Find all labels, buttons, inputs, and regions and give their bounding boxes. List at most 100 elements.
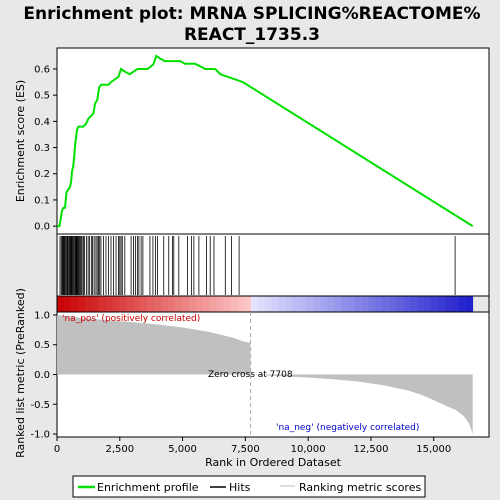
rank-bar-segment xyxy=(140,296,148,312)
rank-bar-segment xyxy=(202,296,210,312)
es-y-tick-label: 0.5 xyxy=(34,91,50,102)
rank-bar-segment xyxy=(84,296,93,312)
x-tick-label: 12,500 xyxy=(353,444,388,455)
metric-y-tick-label: 0.5 xyxy=(34,340,50,351)
metric-y-tick-label: 1.0 xyxy=(34,310,50,321)
rank-bar-segment xyxy=(375,296,384,312)
rank-bar-segment xyxy=(320,296,328,312)
rank-bar-segment xyxy=(147,296,155,312)
rank-bar-segment xyxy=(451,296,460,312)
rank-bar-segment xyxy=(396,296,404,312)
es-y-tick-label: 0.4 xyxy=(34,117,50,128)
rank-bar-segment xyxy=(382,296,390,312)
rank-bar-segment xyxy=(188,296,196,312)
rank-bar-segment xyxy=(174,296,183,312)
rank-bar-segment xyxy=(77,296,86,312)
rank-bar-segment xyxy=(223,296,231,312)
rank-bar-segment xyxy=(465,296,474,312)
metric-y-axis: 1.0 0.5 0.0 -0.5 -1.0 xyxy=(30,310,57,441)
rank-bar-segment xyxy=(91,296,99,312)
rank-bar-segment xyxy=(237,296,245,312)
es-y-axis: 0.0 0.1 0.2 0.3 0.4 0.5 0.6 xyxy=(34,64,57,233)
rank-bar-segment xyxy=(403,296,411,312)
negative-correlation-label: 'na_neg' (negatively correlated) xyxy=(276,423,419,433)
rank-bar-segment xyxy=(271,296,280,312)
es-panel xyxy=(56,47,490,235)
es-y-tick-label: 0.6 xyxy=(34,64,50,75)
rank-bar-segment xyxy=(244,296,252,312)
x-tick-label: 2,500 xyxy=(105,444,134,455)
legend-enrichment-label: Enrichment profile xyxy=(97,481,199,494)
hit-markers xyxy=(59,236,456,295)
rank-bar-segment xyxy=(292,296,300,312)
rank-bar-segment xyxy=(417,296,425,312)
rank-bar-segment xyxy=(347,296,356,312)
chart-title-line-2: REACT_1735.3 xyxy=(184,25,320,45)
es-y-tick-label: 0.2 xyxy=(34,169,50,180)
rank-bar-segment xyxy=(341,296,349,312)
rank-bar-segment xyxy=(126,296,134,312)
rank-bar-segment xyxy=(327,296,335,312)
hits-panel xyxy=(56,233,490,297)
rank-bar-segment xyxy=(57,296,65,312)
rank-bar-segment xyxy=(112,296,120,312)
metric-y-tick-label: -1.0 xyxy=(30,430,50,441)
rank-bar-segment xyxy=(160,296,169,312)
rank-bar-segment xyxy=(389,296,397,312)
rank-bar-segment xyxy=(431,296,439,312)
rank-bar-segment xyxy=(257,296,266,312)
x-tick-label: 7,500 xyxy=(231,444,260,455)
legend-hits-label: Hits xyxy=(229,481,251,494)
es-y-tick-label: 0.1 xyxy=(34,195,50,206)
rank-bar-segment xyxy=(458,296,467,312)
x-axis-label: Rank in Ordered Dataset xyxy=(205,456,342,469)
rank-bar-segment xyxy=(354,296,363,312)
rank-bar-segment xyxy=(216,296,224,312)
enrichment-profile-line xyxy=(57,54,474,228)
metric-y-tick-label: -0.5 xyxy=(30,400,50,411)
rank-bar-segment xyxy=(444,296,453,312)
rank-color-bar xyxy=(57,296,474,312)
x-tick-label: 0 xyxy=(54,444,60,455)
rank-bar-segment xyxy=(181,296,190,312)
es-y-axis-label: Enrichment score (ES) xyxy=(14,80,27,202)
rank-bar-segment xyxy=(313,296,321,312)
rank-bar-segment xyxy=(105,296,113,312)
x-tick-label: 15,000 xyxy=(416,444,451,455)
rank-bar-segment xyxy=(250,296,259,312)
rank-bar-segment xyxy=(334,296,342,312)
rank-bar-segment xyxy=(285,296,293,312)
rank-bar-segment xyxy=(299,296,307,312)
metric-y-axis-label: Ranked list metric (PreRanked) xyxy=(14,288,27,458)
legend-box xyxy=(72,475,426,498)
rank-bar-segment xyxy=(424,296,432,312)
ranking-metric-area xyxy=(57,315,473,434)
rank-bar-segment xyxy=(264,296,273,312)
rank-bar-segment xyxy=(410,296,418,312)
rank-bar-segment xyxy=(278,296,287,312)
rank-bar-segment xyxy=(63,296,72,312)
positive-correlation-label: 'na_pos' (positively correlated) xyxy=(62,314,200,324)
rank-bar-segment xyxy=(230,296,238,312)
rank-bar-segment xyxy=(98,296,106,312)
es-y-tick-label: 0.0 xyxy=(34,222,50,233)
metric-y-tick-label: 0.0 xyxy=(34,370,50,381)
rank-bar-segment xyxy=(195,296,203,312)
chart-title-line-1: Enrichment plot: MRNA SPLICING%REACTOME% xyxy=(23,4,480,24)
rank-bar-segment xyxy=(70,296,79,312)
rank-bar-segment xyxy=(119,296,127,312)
rank-bar-segment xyxy=(438,296,446,312)
rank-bar-segment xyxy=(361,296,370,312)
rank-bar-segment xyxy=(133,296,141,312)
x-axis: 0 2,500 5,000 7,500 10,000 12,500 15,000 xyxy=(54,437,451,455)
zero-cross-label: Zero cross at 7708 xyxy=(208,370,293,380)
es-y-tick-label: 0.3 xyxy=(34,143,50,154)
rank-bar-segment xyxy=(368,296,377,312)
x-tick-label: 10,000 xyxy=(291,444,326,455)
rank-bar-segment xyxy=(209,296,217,312)
rank-bar-segment xyxy=(167,296,176,312)
legend-metric-label: Ranking metric scores xyxy=(299,481,421,494)
rank-bar-segment xyxy=(306,296,314,312)
rank-bar-segment xyxy=(153,296,162,312)
